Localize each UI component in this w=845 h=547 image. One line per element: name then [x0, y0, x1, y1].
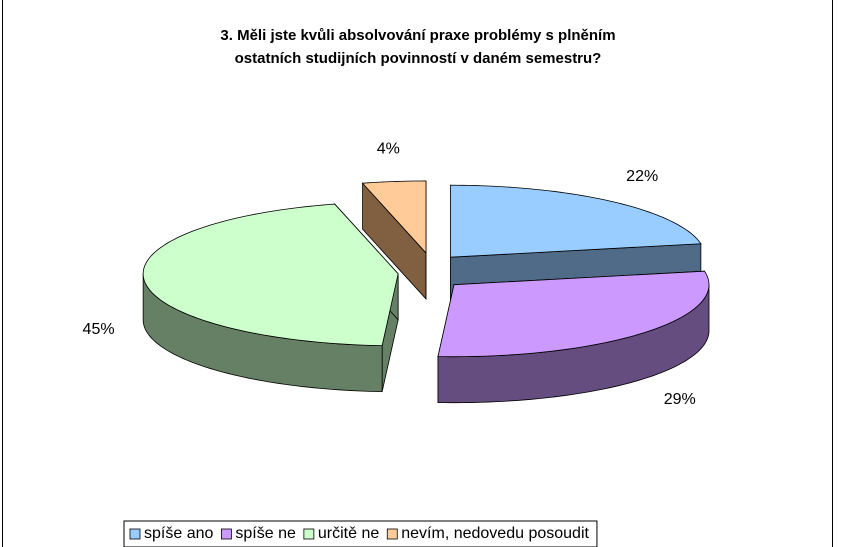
legend-swatch — [129, 528, 141, 540]
legend-swatch — [220, 528, 232, 540]
chart-title: 3. Měli jste kvůli absolvování praxe pro… — [220, 27, 615, 44]
legend-label: spíše ano — [144, 525, 213, 542]
legend-swatch — [386, 528, 398, 540]
legend-label: nevím, nedovedu posoudit — [401, 525, 589, 542]
data-label: 4% — [377, 141, 400, 158]
slice — [142, 203, 399, 347]
legend-label: spíše ne — [235, 525, 296, 542]
data-label: 22% — [626, 168, 658, 185]
slice — [437, 270, 710, 358]
legend-box — [123, 520, 598, 547]
slice — [449, 184, 702, 258]
legend-swatch — [303, 528, 315, 540]
data-label: 29% — [664, 391, 696, 408]
data-label: 45% — [83, 321, 115, 338]
slice — [361, 180, 427, 254]
legend: spíše ano spíše ne určitě ne nevím, nedoved… — [123, 520, 598, 547]
legend-label: určitě ne — [318, 525, 379, 542]
chart-title: ostatních studijních povinností v daném … — [235, 50, 602, 67]
